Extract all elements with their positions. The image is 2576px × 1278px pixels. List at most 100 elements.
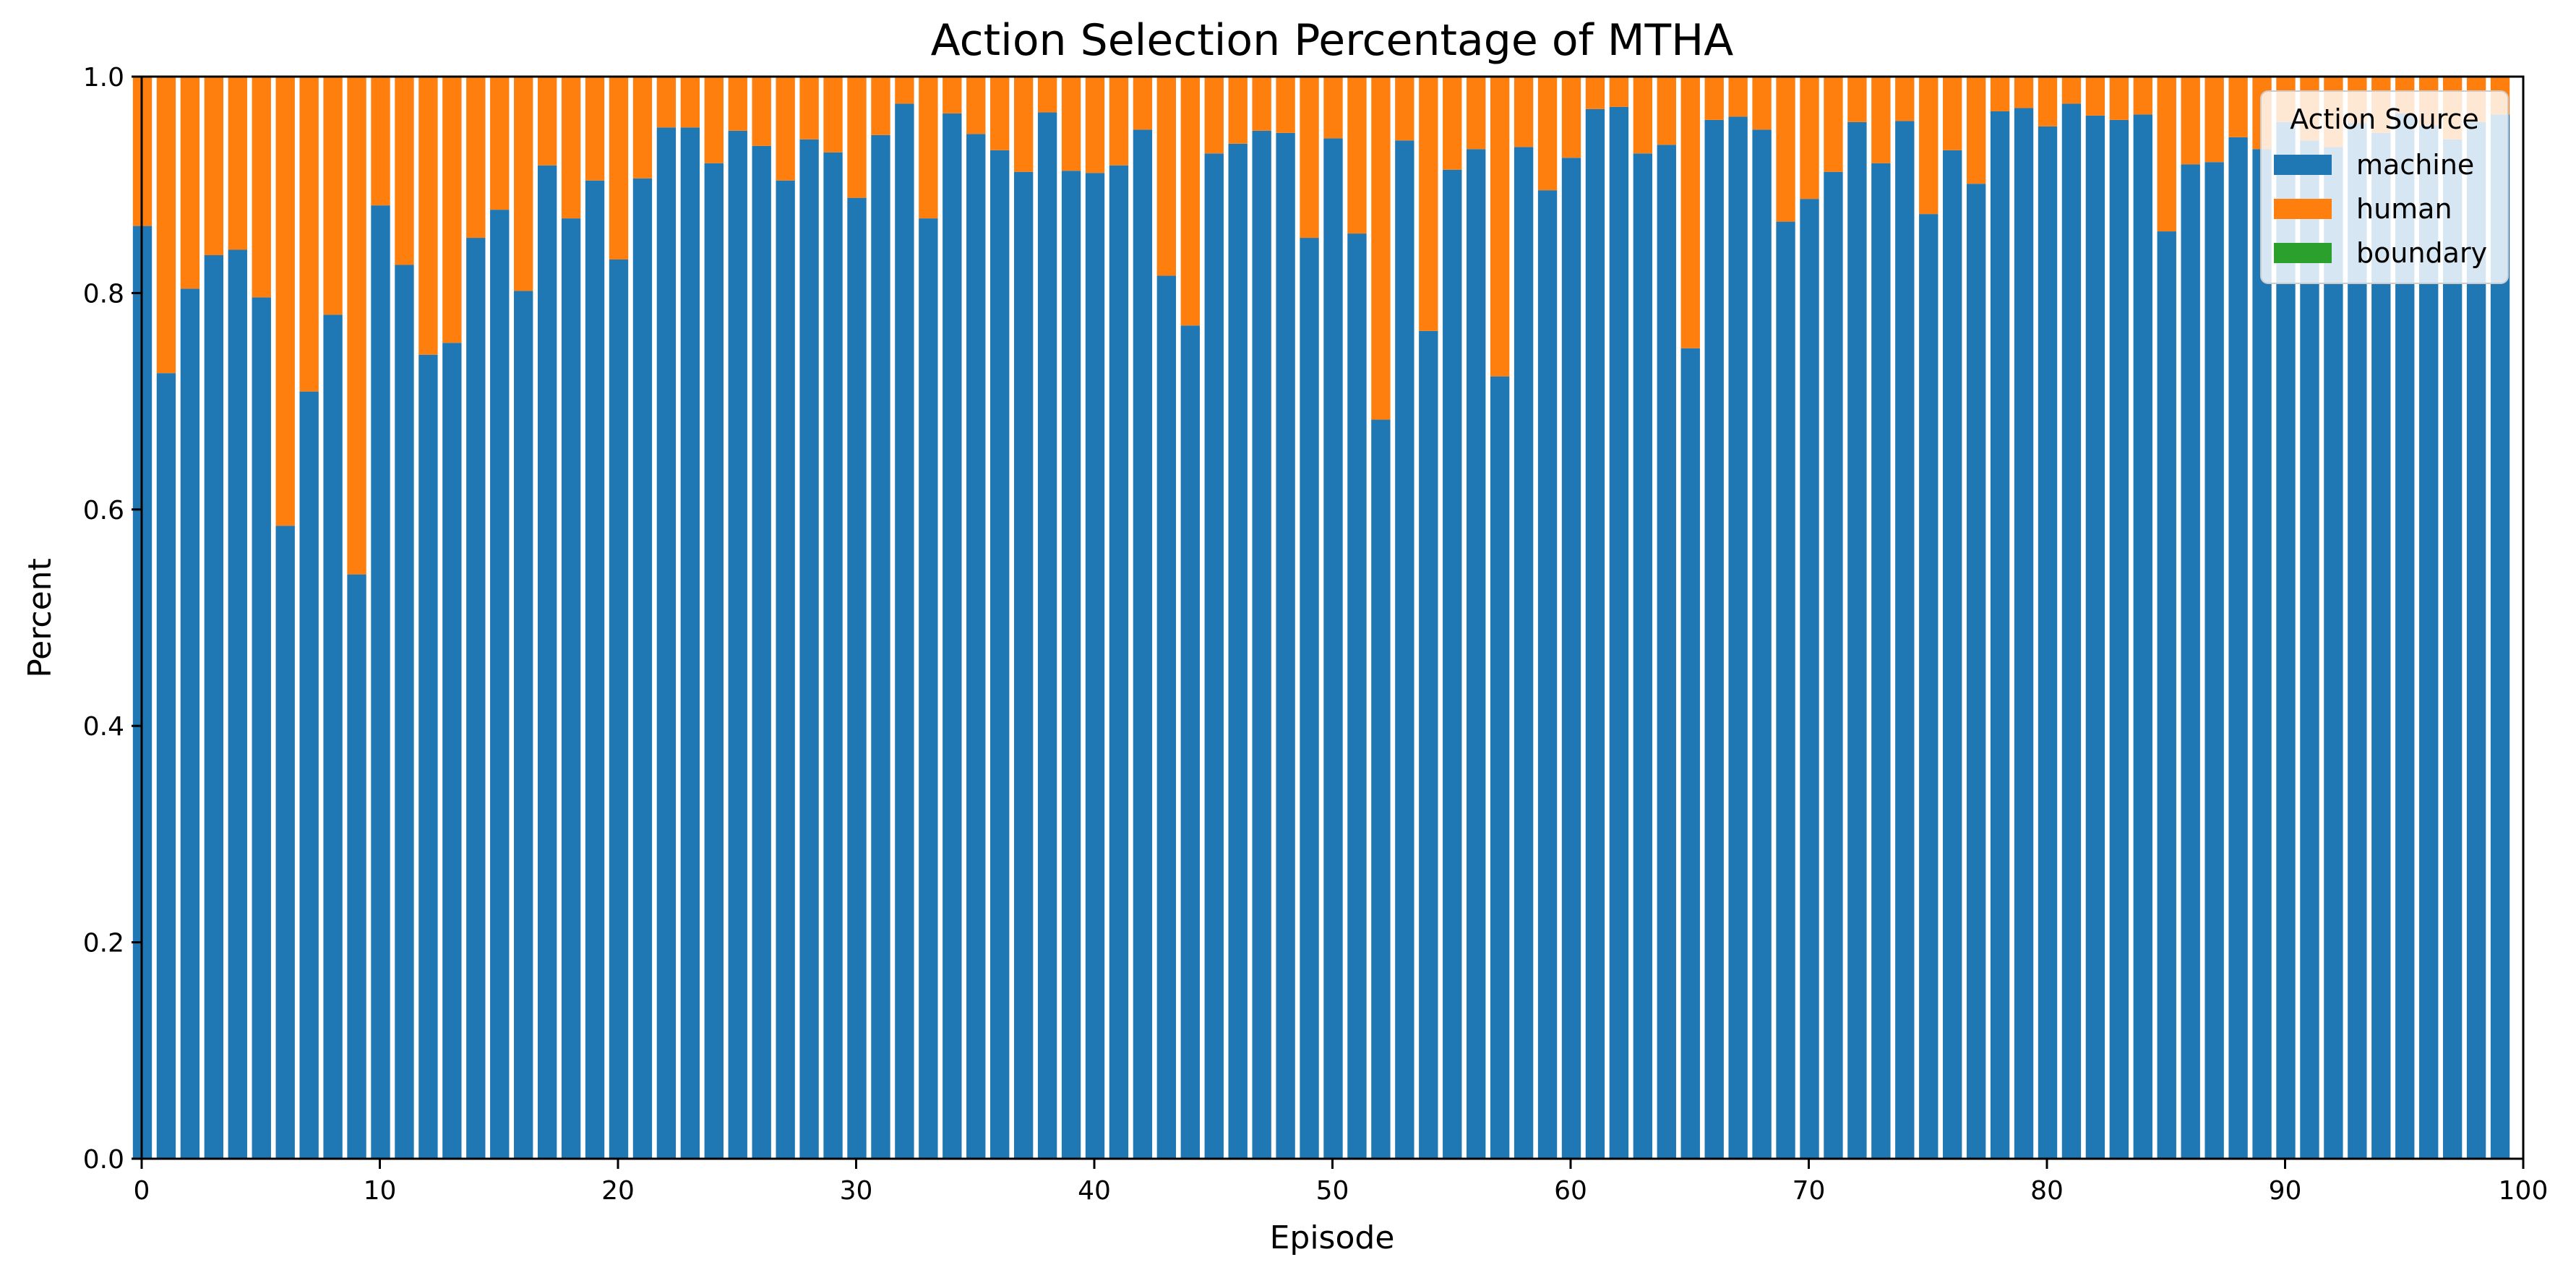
bar-human-19 bbox=[585, 77, 605, 181]
x-tick-label: 70 bbox=[1793, 1176, 1826, 1206]
bar-machine-41 bbox=[1109, 165, 1129, 1159]
bar-machine-38 bbox=[1037, 112, 1057, 1159]
bar-machine-15 bbox=[490, 210, 510, 1159]
x-tick-label: 100 bbox=[2499, 1176, 2549, 1206]
bar-machine-46 bbox=[1228, 143, 1248, 1159]
x-tick-label: 0 bbox=[134, 1176, 150, 1206]
legend-swatch-boundary bbox=[2274, 243, 2332, 263]
bar-machine-63 bbox=[1633, 153, 1653, 1159]
bar-human-35 bbox=[966, 77, 986, 134]
bar-machine-87 bbox=[2204, 162, 2224, 1159]
y-tick-label: 0.8 bbox=[83, 279, 124, 309]
chart-title: Action Selection Percentage of MTHA bbox=[931, 15, 1734, 66]
bar-human-63 bbox=[1633, 77, 1653, 154]
bar-machine-37 bbox=[1013, 171, 1034, 1159]
bar-machine-99 bbox=[2490, 114, 2510, 1159]
bar-machine-5 bbox=[252, 297, 271, 1159]
bar-human-12 bbox=[418, 77, 438, 355]
bar-machine-14 bbox=[466, 238, 486, 1159]
bar-human-79 bbox=[2014, 77, 2034, 108]
bar-machine-30 bbox=[847, 197, 867, 1159]
bar-human-26 bbox=[752, 77, 771, 146]
bar-machine-65 bbox=[1680, 348, 1700, 1159]
bar-machine-68 bbox=[1752, 129, 1772, 1159]
bar-human-20 bbox=[609, 77, 629, 260]
bar-machine-36 bbox=[990, 150, 1010, 1159]
x-tick-label: 30 bbox=[840, 1176, 873, 1206]
bar-human-44 bbox=[1180, 77, 1200, 326]
bar-machine-12 bbox=[418, 354, 438, 1159]
bar-machine-32 bbox=[895, 103, 914, 1159]
bar-machine-20 bbox=[609, 259, 629, 1159]
bar-machine-45 bbox=[1204, 153, 1224, 1159]
bar-human-13 bbox=[442, 77, 462, 343]
bar-machine-84 bbox=[2133, 114, 2152, 1159]
bar-human-4 bbox=[228, 77, 247, 250]
bar-machine-54 bbox=[1419, 330, 1438, 1159]
bar-machine-86 bbox=[2181, 164, 2200, 1159]
bar-human-37 bbox=[1013, 77, 1034, 172]
bar-human-53 bbox=[1395, 77, 1414, 141]
x-tick-label: 60 bbox=[1554, 1176, 1587, 1206]
bar-machine-16 bbox=[514, 291, 533, 1159]
legend-swatch-human bbox=[2274, 199, 2332, 219]
bar-machine-57 bbox=[1490, 376, 1510, 1159]
bar-machine-2 bbox=[180, 288, 200, 1159]
bar-machine-34 bbox=[943, 113, 962, 1159]
bar-human-69 bbox=[1776, 77, 1795, 222]
bar-human-68 bbox=[1752, 77, 1772, 130]
bar-human-77 bbox=[1966, 77, 1986, 184]
bar-machine-8 bbox=[323, 314, 343, 1159]
bar-machine-21 bbox=[632, 178, 653, 1159]
bar-machine-40 bbox=[1085, 173, 1105, 1159]
bar-machine-19 bbox=[585, 180, 605, 1159]
bar-machine-95 bbox=[2395, 113, 2415, 1159]
y-tick-label: 0.0 bbox=[83, 1145, 124, 1175]
bar-human-70 bbox=[1800, 77, 1819, 200]
bar-machine-92 bbox=[2324, 147, 2343, 1159]
legend: Action Source machine human boundary bbox=[2260, 90, 2509, 284]
bar-human-6 bbox=[275, 77, 295, 526]
bar-machine-91 bbox=[2300, 140, 2319, 1159]
bar-machine-55 bbox=[1443, 169, 1462, 1159]
bar-human-81 bbox=[2061, 77, 2082, 104]
bar-machine-24 bbox=[704, 163, 724, 1159]
bar-machine-69 bbox=[1776, 221, 1795, 1159]
bar-machine-13 bbox=[442, 343, 462, 1159]
bar-machine-44 bbox=[1180, 325, 1200, 1159]
bar-machine-67 bbox=[1728, 116, 1748, 1159]
bar-human-52 bbox=[1371, 77, 1391, 420]
bar-human-73 bbox=[1871, 77, 1891, 163]
bar-machine-73 bbox=[1871, 163, 1891, 1159]
legend-label-human: human bbox=[2356, 193, 2452, 225]
x-tick-label: 50 bbox=[1316, 1176, 1349, 1206]
bar-machine-94 bbox=[2371, 132, 2391, 1159]
bar-machine-62 bbox=[1609, 106, 1629, 1159]
bar-human-40 bbox=[1085, 77, 1105, 173]
bar-human-54 bbox=[1419, 77, 1438, 331]
bar-human-59 bbox=[1537, 77, 1558, 191]
bar-machine-11 bbox=[395, 265, 414, 1159]
bar-machine-76 bbox=[1943, 150, 1962, 1159]
bar-machine-6 bbox=[275, 526, 295, 1159]
bar-machine-47 bbox=[1252, 130, 1271, 1159]
bar-human-85 bbox=[2157, 77, 2176, 232]
bar-machine-52 bbox=[1371, 419, 1391, 1159]
legend-title: Action Source bbox=[2290, 103, 2479, 135]
bar-human-11 bbox=[395, 77, 414, 265]
legend-label-boundary: boundary bbox=[2356, 237, 2487, 269]
y-tick-label: 1.0 bbox=[83, 63, 124, 93]
bar-human-83 bbox=[2109, 77, 2129, 120]
bar-machine-90 bbox=[2276, 121, 2296, 1159]
bar-machine-43 bbox=[1156, 275, 1177, 1159]
bar-machine-7 bbox=[299, 391, 319, 1159]
bar-human-42 bbox=[1133, 77, 1153, 130]
y-axis: 0.0 0.2 0.4 0.6 0.8 1.0 bbox=[83, 63, 142, 1175]
bar-human-41 bbox=[1109, 77, 1129, 166]
bar-human-30 bbox=[847, 77, 867, 198]
bar-machine-35 bbox=[966, 134, 986, 1159]
bar-human-71 bbox=[1824, 77, 1843, 172]
bar-human-56 bbox=[1467, 77, 1486, 150]
bar-human-76 bbox=[1943, 77, 1962, 150]
bar-machine-88 bbox=[2228, 137, 2248, 1159]
